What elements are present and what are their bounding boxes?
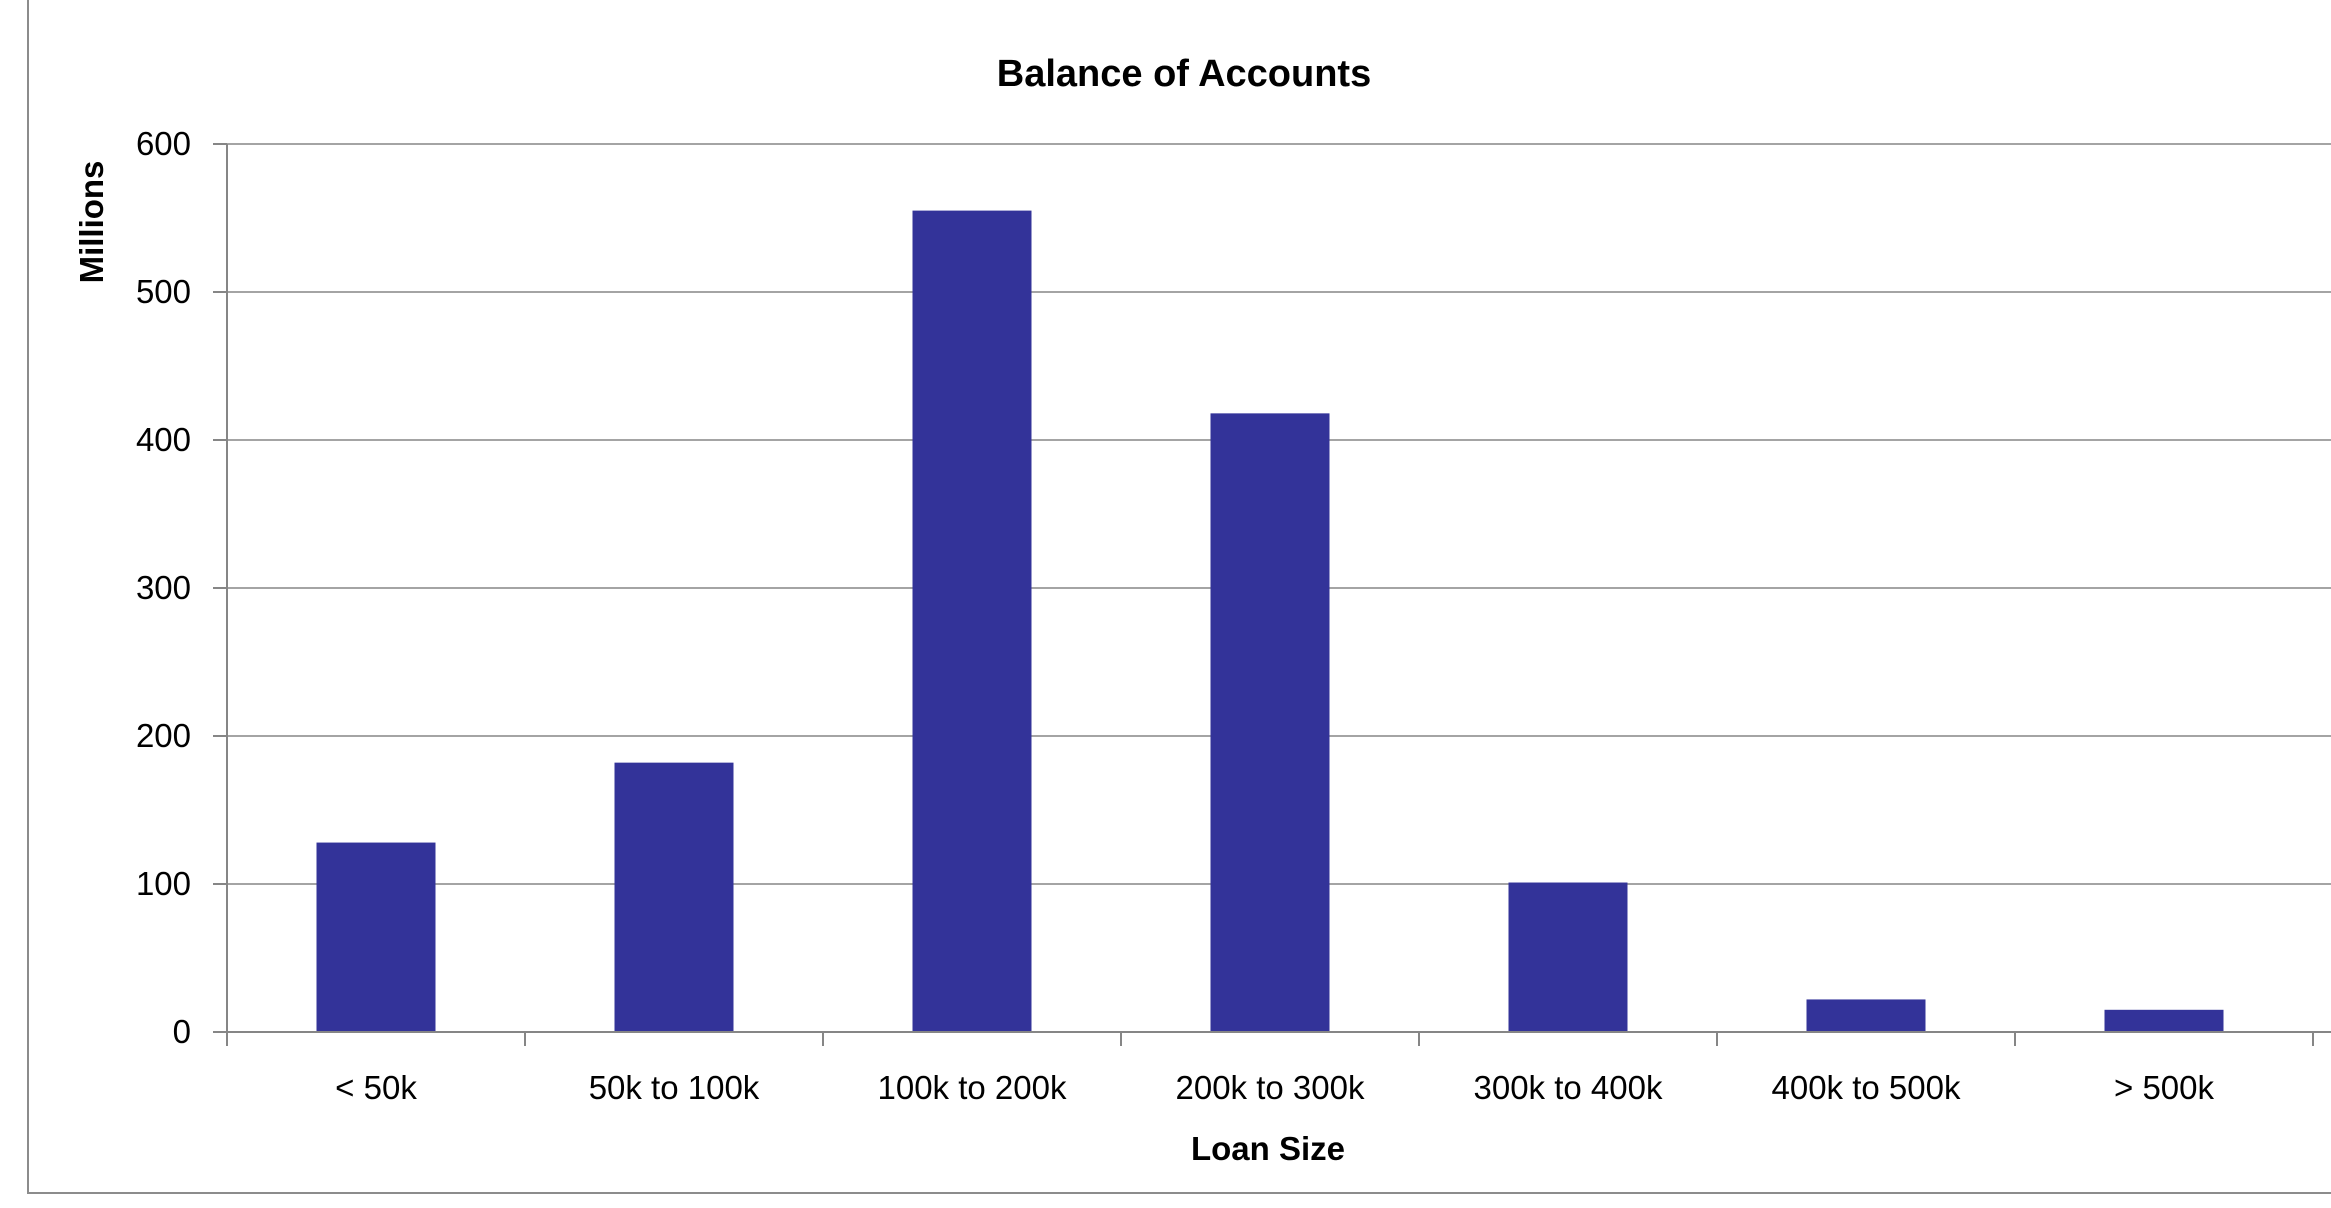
tick-labels: 0 100 200 300 400 500 600 < 50k 50k to 100k 100k … — [136, 125, 2215, 1106]
y-tick-label: 200 — [136, 717, 191, 754]
bars — [316, 210, 2224, 1033]
y-tick-label: 100 — [136, 865, 191, 902]
axes — [213, 143, 2331, 1046]
x-tick-label: < 50k — [335, 1069, 417, 1106]
x-tick-label: 100k to 200k — [878, 1069, 1067, 1106]
bar-3 — [912, 210, 1032, 1033]
bar-6 — [1806, 999, 1926, 1032]
bar-1 — [316, 842, 436, 1032]
chart-title: Balance of Accounts — [997, 53, 1371, 95]
y-tick-label: 300 — [136, 569, 191, 606]
x-tick-label: 300k to 400k — [1474, 1069, 1663, 1106]
bar-7 — [2104, 1009, 2224, 1032]
x-tick-label: 200k to 300k — [1176, 1069, 1365, 1106]
y-tick-label: 0 — [173, 1013, 191, 1050]
y-tick-label: 500 — [136, 273, 191, 310]
x-tick-label: > 500k — [2114, 1069, 2214, 1106]
x-tick-label: 400k to 500k — [1772, 1069, 1961, 1106]
x-axis-title: Loan Size — [1191, 1130, 1345, 1167]
y-tick-label: 400 — [136, 421, 191, 458]
bar-4 — [1210, 413, 1330, 1032]
bar-5 — [1508, 882, 1628, 1032]
bar-2 — [614, 762, 734, 1032]
x-tick-label: 50k to 100k — [589, 1069, 760, 1106]
y-axis-title: Millions — [73, 161, 110, 284]
y-tick-label: 600 — [136, 125, 191, 162]
